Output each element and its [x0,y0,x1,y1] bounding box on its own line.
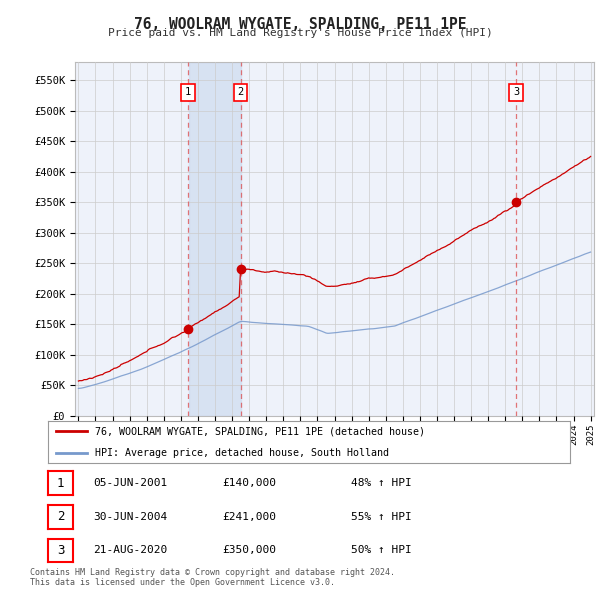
Text: £140,000: £140,000 [222,478,276,488]
Text: 2: 2 [57,510,64,523]
Text: 50% ↑ HPI: 50% ↑ HPI [351,546,412,555]
Text: 2: 2 [238,87,244,97]
Text: 76, WOOLRAM WYGATE, SPALDING, PE11 1PE: 76, WOOLRAM WYGATE, SPALDING, PE11 1PE [134,17,466,31]
Text: This data is licensed under the Open Government Licence v3.0.: This data is licensed under the Open Gov… [30,578,335,587]
Text: Contains HM Land Registry data © Crown copyright and database right 2024.: Contains HM Land Registry data © Crown c… [30,568,395,577]
Text: 3: 3 [57,544,64,557]
Text: 48% ↑ HPI: 48% ↑ HPI [351,478,412,488]
Text: 3: 3 [513,87,519,97]
Text: 76, WOOLRAM WYGATE, SPALDING, PE11 1PE (detached house): 76, WOOLRAM WYGATE, SPALDING, PE11 1PE (… [95,427,425,436]
Text: 55% ↑ HPI: 55% ↑ HPI [351,512,412,522]
Text: HPI: Average price, detached house, South Holland: HPI: Average price, detached house, Sout… [95,448,389,457]
Text: £241,000: £241,000 [222,512,276,522]
Text: 30-JUN-2004: 30-JUN-2004 [93,512,167,522]
Text: £350,000: £350,000 [222,546,276,555]
Text: Price paid vs. HM Land Registry's House Price Index (HPI): Price paid vs. HM Land Registry's House … [107,28,493,38]
Text: 1: 1 [185,87,191,97]
Text: 05-JUN-2001: 05-JUN-2001 [93,478,167,488]
Text: 21-AUG-2020: 21-AUG-2020 [93,546,167,555]
Text: 1: 1 [57,477,64,490]
